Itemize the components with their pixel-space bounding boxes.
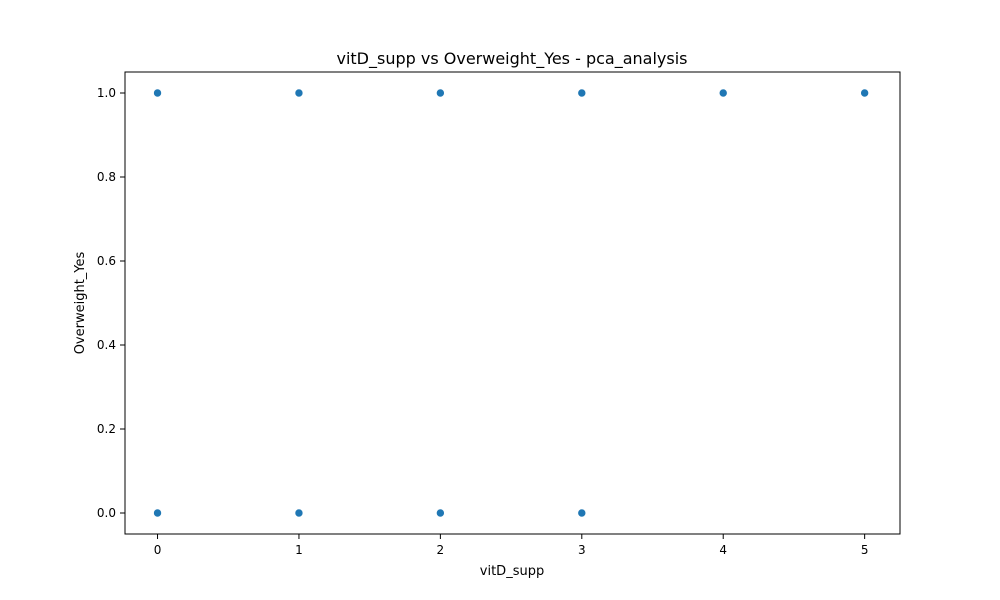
data-point: [860, 88, 869, 98]
data-point: [718, 88, 728, 98]
x-tick-label: 2: [437, 543, 445, 557]
x-axis-ticks: 0 1 2 3 4 5: [154, 534, 869, 557]
y-axis-label: Overweight_Yes: [73, 251, 88, 354]
data-point: [436, 88, 445, 98]
data-point: [294, 88, 304, 98]
y-tick-label: 0.6: [97, 254, 116, 268]
x-tick-label: 5: [861, 543, 869, 557]
plot-frame: [124, 71, 901, 535]
data-point: [436, 508, 445, 518]
x-tick-label: 3: [578, 543, 586, 557]
chart-title: vitD_supp vs Overweight_Yes - pca_analys…: [336, 49, 687, 69]
data-point: [577, 508, 587, 518]
data-point: [153, 508, 162, 518]
data-point: [577, 88, 587, 98]
y-tick-label: 0.2: [97, 422, 116, 436]
y-tick-label: 0.8: [97, 170, 116, 184]
x-tick-label: 0: [154, 543, 162, 557]
y-tick-label: 1.0: [97, 86, 116, 100]
data-point: [153, 88, 162, 98]
data-point: [294, 508, 304, 518]
x-axis-label: vitD_supp: [480, 564, 544, 579]
x-tick-label: 1: [295, 543, 303, 557]
x-tick-label: 4: [719, 543, 727, 557]
y-tick-label: 0.0: [97, 506, 116, 520]
y-axis-ticks: 0.0 0.2 0.4 0.6 0.8 1.0: [97, 86, 125, 520]
y-tick-label: 0.4: [97, 338, 116, 352]
data-points: [153, 88, 869, 518]
